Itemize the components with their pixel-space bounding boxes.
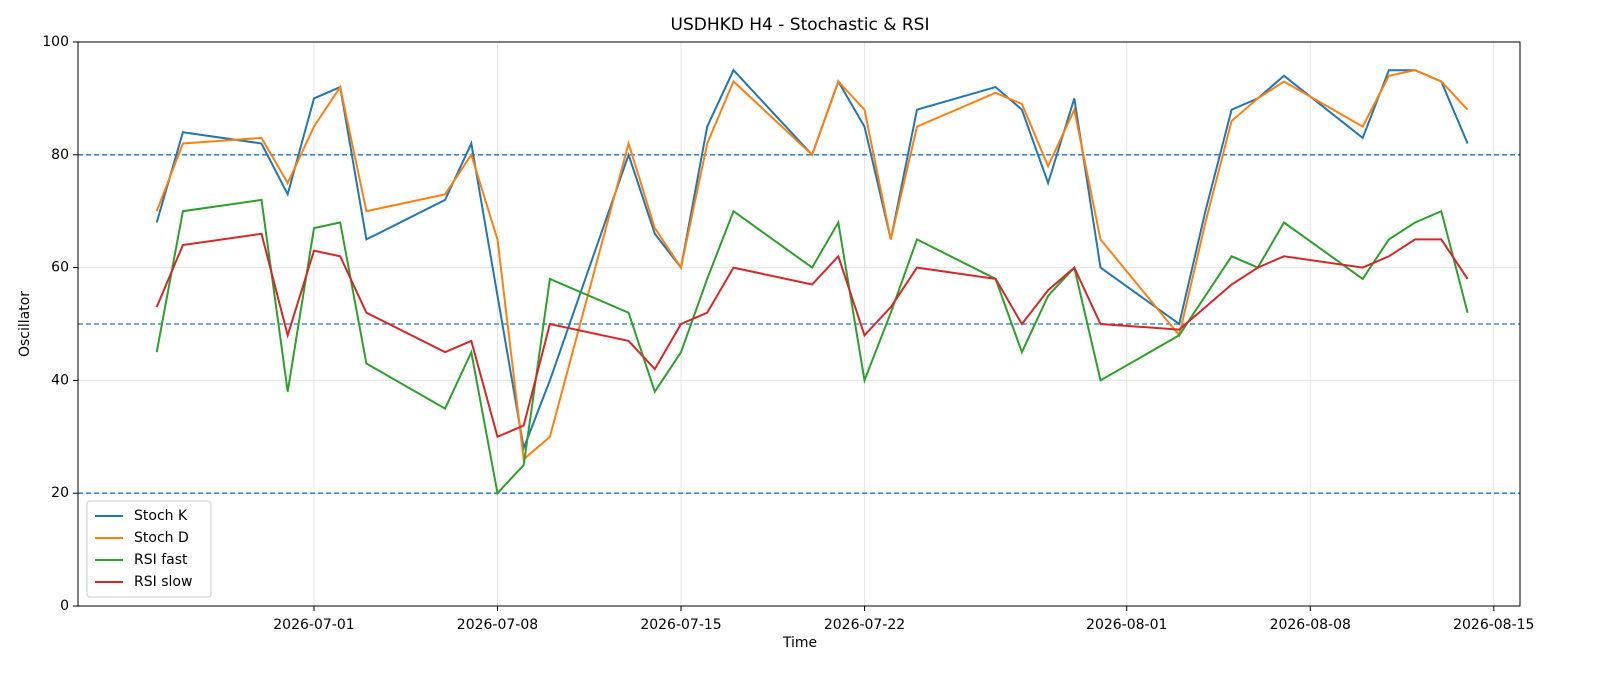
- y-tick-label: 80: [51, 147, 69, 163]
- y-tick-label: 60: [51, 260, 69, 276]
- x-tick-label: 2026-08-08: [1270, 617, 1351, 633]
- x-tick-label: 2026-07-22: [824, 617, 905, 633]
- x-tick-label: 2026-08-01: [1086, 617, 1167, 633]
- series-line: [155, 198, 1469, 496]
- x-tick-label: 2026-07-01: [273, 617, 354, 633]
- legend-label: RSI slow: [134, 574, 192, 590]
- y-tick-label: 100: [42, 34, 69, 50]
- legend-box: [86, 500, 212, 598]
- series-line: [155, 69, 1469, 462]
- y-tick-label: 20: [51, 485, 69, 501]
- legend-label: Stoch D: [134, 530, 189, 546]
- series-line: [155, 232, 1469, 439]
- x-tick-label: 2026-07-08: [457, 617, 538, 633]
- y-tick-label: 0: [60, 598, 69, 614]
- x-tick-label: 2026-08-15: [1453, 617, 1534, 633]
- series-line: [155, 68, 1469, 452]
- x-tick-label: 2026-07-15: [640, 617, 721, 633]
- y-tick-label: 40: [51, 372, 69, 388]
- legend-label: Stoch K: [134, 508, 188, 524]
- legend-label: RSI fast: [134, 552, 188, 568]
- chart-title: USDHKD H4 - Stochastic & RSI: [671, 15, 930, 35]
- plot-frame: [77, 41, 1521, 607]
- x-axis-label: Time: [782, 635, 817, 651]
- y-axis-label: Oscillator: [17, 291, 33, 357]
